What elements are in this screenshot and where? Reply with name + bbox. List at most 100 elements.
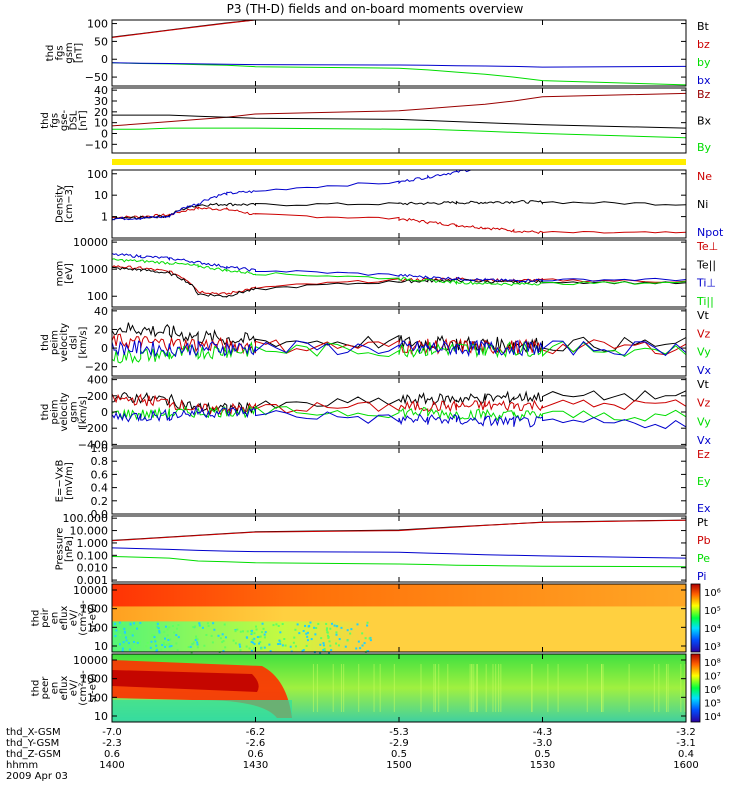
legend-entry: Ni [697, 198, 708, 211]
spectrogram-speckle [263, 646, 266, 649]
spectrogram-speckle [114, 622, 117, 625]
orbit-row-value: 0.6 [104, 749, 120, 760]
series-line-pb [111, 519, 687, 542]
spectrogram-speckle [236, 628, 239, 631]
spectrogram-speckle [250, 631, 253, 634]
series-line-bz [111, 92, 687, 127]
spectrogram-speckle [196, 641, 199, 644]
spectrogram-speckle [166, 628, 169, 631]
y-axis-label: Density [54, 185, 65, 223]
spectrogram-speckle [119, 634, 122, 637]
spectrogram-speckle [241, 630, 244, 633]
date-label: 2009 Apr 03 [6, 771, 68, 782]
y-axis-label: fgs [54, 45, 65, 60]
spectrogram-speckle [366, 621, 369, 624]
spectrogram-speckle [260, 647, 263, 650]
spectrogram-speckle [253, 642, 256, 645]
spectrogram-speckle [196, 646, 199, 649]
legend-entry: Te⊥ [696, 240, 718, 253]
legend-entry: Vy [697, 415, 711, 428]
spectrogram-speckle [166, 634, 169, 637]
y-tick-label: 1000 [80, 673, 108, 686]
spectrogram-layer [112, 584, 686, 722]
spectrogram-speckle [335, 625, 338, 628]
y-axis-label: (cm²-s- [78, 670, 89, 706]
legend-entry: Ti⊥ [696, 277, 716, 290]
spectrogram-speckle [234, 630, 237, 633]
spectrogram-speckle [168, 626, 171, 629]
series-line-ti [111, 258, 687, 287]
spectrogram-speckle [305, 644, 308, 647]
spectrogram-speckle [306, 635, 309, 638]
orbit-row-value: 1400 [99, 760, 124, 771]
spectrogram-speckle [357, 640, 360, 643]
spectrogram-speckle [131, 634, 134, 637]
spectrogram-speckle [153, 634, 156, 637]
orbit-row-value: 1430 [243, 760, 268, 771]
spectrogram-speckle [223, 623, 226, 626]
spectrogram-speckle [294, 628, 297, 631]
y-tick-label: 1.0 [91, 442, 109, 455]
spectrogram-speckle [258, 642, 261, 645]
panel-frame [111, 239, 687, 308]
y-tick-label: 20 [94, 323, 108, 336]
legend-entry: Ez [697, 448, 710, 461]
spectrogram-speckle [350, 628, 353, 631]
series-line-by [112, 127, 687, 139]
spectrogram-speckle [176, 627, 179, 630]
y-tick-label: 100 [87, 168, 108, 181]
y-axis-label: eV/ [69, 679, 80, 696]
y-axis-label: thd [40, 112, 51, 129]
spectrogram-speckle [136, 641, 139, 644]
y-axis-label: dsl [69, 335, 80, 349]
series-line-ne [111, 206, 687, 235]
spectrogram-speckle [320, 637, 323, 640]
legend-entry: bz [697, 38, 710, 51]
spectrogram-speckle [319, 643, 322, 646]
y-tick-label: 100 [87, 18, 108, 31]
spectrogram-speckle [222, 649, 225, 652]
spectrogram-band [112, 584, 686, 607]
y-tick-label: 10 [94, 189, 108, 202]
spectrogram-speckle [118, 627, 121, 630]
spectrogram-speckle [149, 646, 152, 649]
spectrogram-speckle [156, 649, 159, 652]
y-axis-label: eflux [59, 676, 70, 701]
y-tick-label: 200 [87, 390, 108, 403]
spectrogram-speckle [279, 631, 282, 634]
y-tick-label: −10 [85, 138, 108, 151]
spectrogram-speckle [254, 625, 257, 628]
spectrogram-speckle [355, 647, 358, 650]
orbit-row-label: thd_Y-GSM [6, 738, 59, 749]
colorbar-tick-label: 10⁵ [704, 606, 721, 617]
spectrogram-speckle [170, 645, 173, 648]
legend-entry: Pe [697, 552, 710, 565]
spectrogram-speckle [330, 649, 333, 652]
spectrogram-speckle [234, 642, 237, 645]
spectrogram-speckle [123, 627, 126, 630]
spectrogram-speckle [196, 643, 199, 646]
spectrogram-speckle [323, 647, 326, 650]
colorbar-tick-label: 10⁶ [704, 588, 721, 599]
y-tick-label: 30 [94, 95, 108, 108]
spectrogram-speckle [221, 633, 224, 636]
orbit-row-value: -3.1 [676, 738, 696, 749]
colorbar-tick-label: 10⁶ [704, 685, 721, 696]
spectrogram-speckle [253, 650, 256, 653]
orbit-row-value: -6.2 [246, 727, 266, 738]
spectrogram-speckle [155, 647, 158, 650]
legend-entry: Te|| [696, 258, 716, 271]
spectrogram-speckle [306, 639, 309, 642]
spectrogram-speckle [121, 647, 124, 650]
spectrogram-speckle [134, 626, 137, 629]
spectrogram-speckle [192, 641, 195, 644]
spectrogram-speckle [168, 643, 171, 646]
y-tick-label: 1.000 [77, 537, 109, 550]
spectrogram-speckle [329, 644, 332, 647]
y-tick-label: 10 [94, 710, 108, 723]
spectrogram-speckle [268, 643, 271, 646]
spectrogram-speckle [196, 638, 199, 641]
spectrogram-speckle [121, 649, 124, 652]
y-axis-label: eflux [59, 606, 70, 631]
y-tick-label: 0 [101, 128, 108, 141]
